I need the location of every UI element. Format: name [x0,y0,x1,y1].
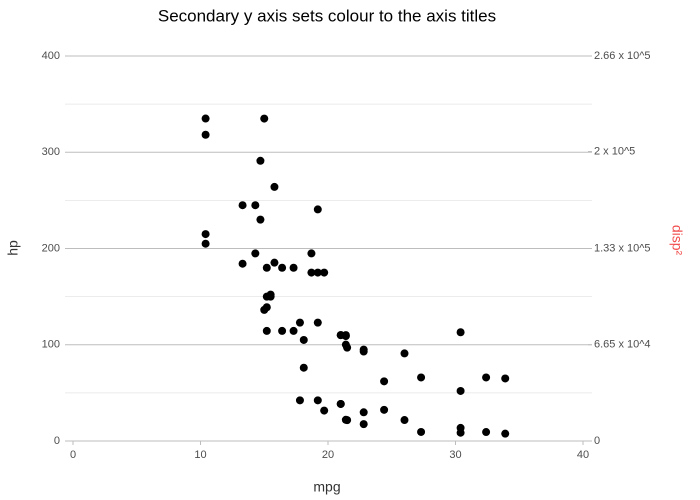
point [295,318,304,327]
point [278,326,287,335]
point [270,182,279,191]
y2-tick-label: 2.66 x 10^5 [594,50,651,62]
point [341,340,350,349]
point [256,215,265,224]
x-tick-label: 20 [322,449,334,461]
y-tick-label: 0 [54,435,60,447]
y2-axis-title: disp² [669,225,685,256]
point [260,114,269,123]
point [262,326,271,335]
point [262,263,271,272]
x-axis-title: mpg [313,479,340,495]
point [320,268,329,277]
point [341,415,350,424]
y-tick-label: 400 [42,50,60,62]
point [299,335,308,344]
point [456,328,465,337]
x-tick-label: 0 [70,449,76,461]
point [238,259,247,268]
point [359,345,368,354]
y-axis-title: hp [5,240,21,256]
y-tick-label: 200 [42,242,60,254]
point [251,201,260,210]
point [299,363,308,372]
point [307,249,316,258]
chart-title: Secondary y axis sets colour to the axis… [158,6,496,25]
point [456,423,465,432]
y-tick-label: 100 [42,339,60,351]
point [238,201,247,210]
point [313,205,322,214]
point [201,130,210,139]
point [341,332,350,341]
point [501,429,510,438]
point [278,263,287,272]
point [307,268,316,277]
point [400,349,409,358]
x-tick-label: 30 [449,449,461,461]
point [336,399,345,408]
point [417,427,426,436]
point [295,396,304,405]
y-tick-label: 300 [42,146,60,158]
point [400,416,409,425]
y2-tick-label: 0 [594,435,600,447]
y2-tick-label: 1.33 x 10^5 [594,242,651,254]
point [266,290,275,299]
point [270,258,279,267]
point [256,156,265,165]
point [482,373,491,382]
x-tick-label: 40 [577,449,589,461]
point [380,377,389,386]
point [359,408,368,417]
point [380,405,389,414]
point [313,396,322,405]
point [482,428,491,437]
point [501,374,510,383]
point [201,114,210,123]
point [251,249,260,258]
point [417,373,426,382]
point [313,318,322,327]
point [201,239,210,248]
y2-tick-label: 2 x 10^5 [594,145,635,157]
point [320,406,329,415]
point [313,268,322,277]
point [260,305,269,314]
point [359,420,368,429]
point [201,230,210,239]
point [456,386,465,395]
point [289,263,298,272]
y2-tick-label: 6.65 x 10^4 [594,339,651,351]
x-tick-label: 10 [194,449,206,461]
point [289,326,298,335]
